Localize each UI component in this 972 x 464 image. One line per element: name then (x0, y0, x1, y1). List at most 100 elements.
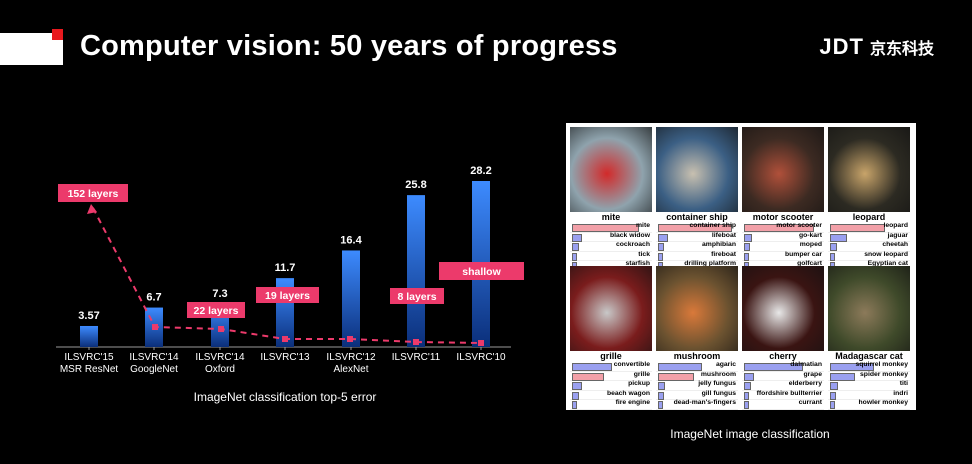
chart-caption: ImageNet classification top-5 error (193, 390, 377, 404)
bar-value-label: 25.8 (405, 179, 426, 191)
prediction-row: squirrel monkey (828, 361, 910, 372)
prediction-label: fireboat (711, 250, 736, 258)
confidence-bar (830, 243, 837, 252)
confidence-bar (744, 252, 750, 261)
prediction-label: leopard (883, 222, 908, 229)
layers-annotation-label: 22 layers (194, 305, 239, 317)
prediction-row: amphibian (656, 241, 738, 252)
true-label: container ship (666, 212, 728, 222)
confidence-bar (658, 233, 668, 242)
confidence-bar (744, 233, 753, 242)
slide-title: Computer vision: 50 years of progress (80, 30, 618, 62)
confidence-bar (744, 382, 751, 391)
prediction-label: lifeboat (711, 231, 736, 239)
layers-annotation-box (439, 262, 524, 280)
prediction-list: container ship lifeboat amphibian fireboat d… (656, 222, 738, 271)
prediction-label: bumper car (784, 250, 822, 258)
prediction-row: elderberry (742, 380, 824, 391)
example-image-leopard (828, 127, 910, 212)
error-bar (342, 250, 360, 347)
prediction-label: snow leopard (864, 250, 908, 258)
prediction-label: black widow (609, 231, 650, 239)
confidence-bar (572, 401, 578, 410)
prediction-list: motor scooter go-kart moped bumper car golfc… (742, 222, 824, 271)
prediction-row: beach wagon (570, 390, 652, 401)
prediction-label: jaguar (887, 231, 908, 239)
prediction-label: golfcart (797, 260, 822, 268)
prediction-label: dalmatian (790, 361, 822, 368)
confidence-bar (658, 382, 665, 391)
example-image-mushroom (656, 266, 738, 351)
prediction-row: convertible (570, 361, 652, 372)
layers-annotation-box (187, 302, 245, 318)
prediction-label: indri (893, 389, 908, 397)
prediction-label: starfish (625, 260, 650, 268)
prediction-label: titi (899, 380, 908, 388)
prediction-label: amphibian (702, 241, 736, 249)
confidence-bar (658, 401, 663, 410)
prediction-label: tick (638, 250, 650, 258)
prediction-row: howler monkey (828, 399, 910, 410)
prediction-label: cheetah (882, 241, 908, 249)
prediction-row: indri (828, 389, 910, 401)
confidence-bar (830, 372, 855, 381)
confidence-bar (744, 363, 803, 371)
prediction-label: mite (636, 222, 650, 229)
prediction-label: cockroach (615, 241, 650, 249)
prediction-label: go-kart (798, 231, 822, 239)
confidence-bar (658, 372, 695, 381)
category-label: ILSVRC'10 (456, 352, 506, 363)
prediction-row: mushroom (656, 370, 738, 382)
confidence-bar (572, 252, 578, 261)
bar-value-label: 6.7 (146, 292, 161, 304)
prediction-label: elderberry (788, 380, 822, 388)
example-image-mite (570, 127, 652, 212)
prediction-row: agaric (656, 361, 738, 372)
prediction-list: mite black widow cockroach tick starfish (570, 222, 652, 271)
true-label: Madagascar cat (835, 351, 903, 361)
confidence-bar (658, 243, 664, 252)
true-label: leopard (852, 212, 886, 222)
confidence-bar (572, 372, 605, 381)
prediction-label: gill fungus (701, 389, 736, 397)
layers-arrow-head (87, 204, 97, 214)
layers-point-marker (347, 336, 353, 342)
prediction-list: dalmatian grape elderberry ffordshire bullt… (742, 361, 824, 410)
example-image-motor-scooter (742, 127, 824, 212)
bar-value-label: 28.2 (470, 165, 491, 177)
prediction-label: container ship (689, 222, 736, 229)
prediction-list: leopard jaguar cheetah snow leopard Egyptian… (828, 222, 910, 271)
bar-value-label: 7.3 (212, 288, 227, 300)
confidence-bar (744, 391, 750, 400)
true-label: mite (601, 212, 621, 222)
prediction-row: dalmatian (742, 361, 824, 372)
prediction-row: leopard (828, 222, 910, 233)
prediction-row: black widow (570, 231, 652, 243)
prediction-row: bumper car (742, 250, 824, 262)
confidence-bar (572, 243, 579, 252)
category-sublabel: AlexNet (333, 364, 368, 375)
true-label: mushroom (673, 351, 721, 361)
layers-point-marker (478, 340, 484, 346)
layers-annotation-box (58, 184, 128, 202)
confidence-bar (830, 252, 836, 261)
prediction-row: grille (570, 371, 652, 382)
layers-point-marker (413, 339, 419, 345)
prediction-label: mushroom (700, 370, 736, 378)
prediction-row: cockroach (570, 241, 652, 252)
layers-annotation-label: 19 layers (265, 290, 310, 302)
category-label: ILSVRC'14 (129, 352, 179, 363)
prediction-row: container ship (656, 222, 738, 233)
layers-annotation-box (256, 287, 319, 303)
confidence-bar (572, 382, 582, 391)
category-label: ILSVRC'12 (326, 352, 376, 363)
prediction-label: squirrel monkey (855, 361, 908, 368)
confidence-bar (658, 224, 733, 232)
category-label: ILSVRC'11 (392, 352, 441, 363)
example-image-madagascar-cat (828, 266, 910, 351)
prediction-label: moped (799, 241, 822, 249)
imagenet-examples-panel: mite mite black widow cockroach tick starfish… (566, 123, 916, 410)
confidence-bar (744, 401, 749, 410)
logo-latin-text: JDT (819, 34, 864, 59)
